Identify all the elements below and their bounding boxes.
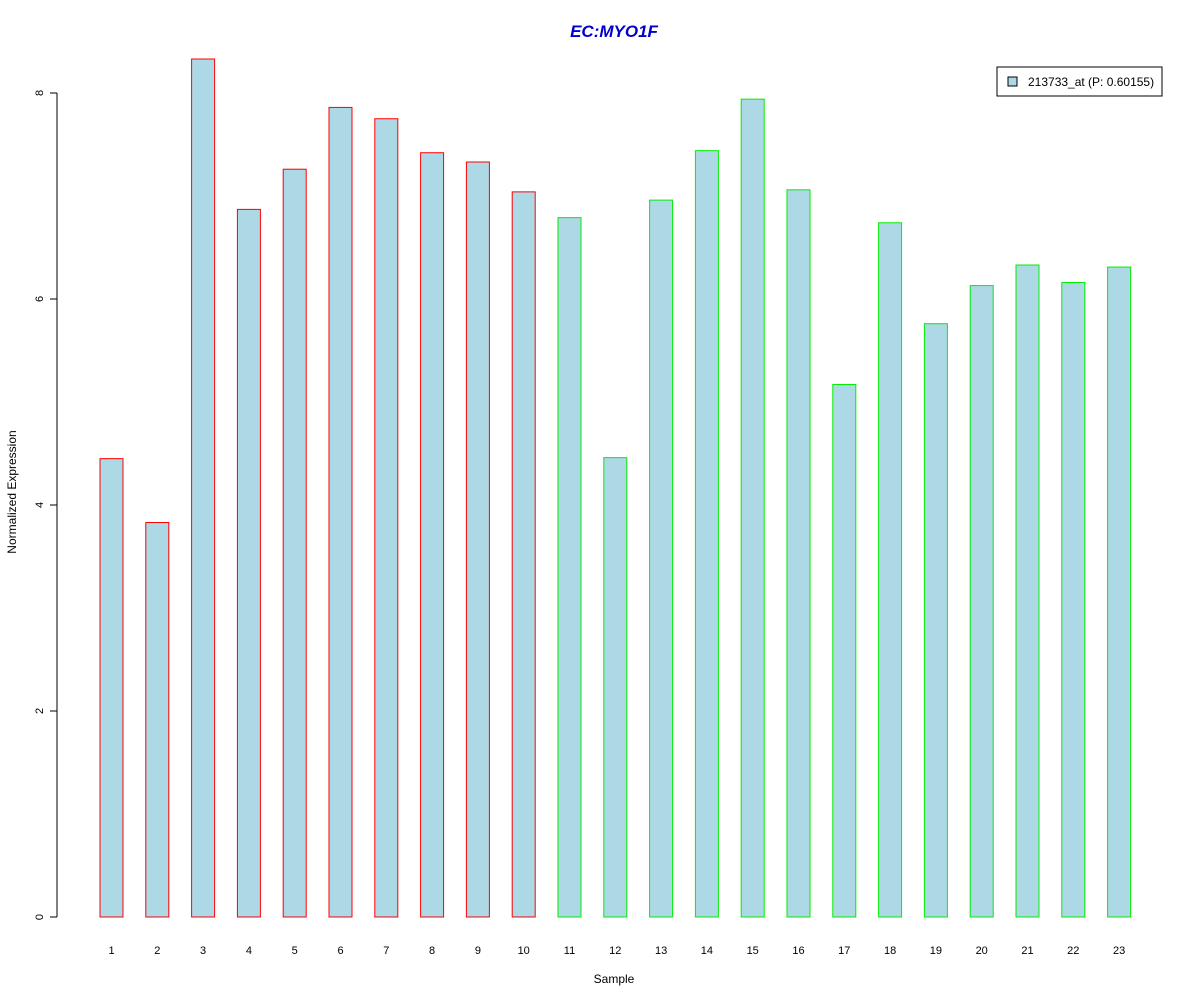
x-tick-label: 14 [701,945,713,957]
x-tick-label: 21 [1021,945,1033,957]
bar-sample-15 [740,98,765,918]
y-axis-label: Normalized Expression [5,430,19,553]
bar-sample-14 [694,150,719,918]
bar-sample-9 [465,161,490,918]
y-tick-label: 4 [34,502,46,508]
x-tick-label: 20 [976,945,988,957]
bar-sample-17 [832,383,857,918]
x-tick-label: 1 [108,945,114,957]
legend-box [996,66,1163,97]
x-tick-label: 11 [564,945,575,957]
chart-title: EC:MYO1F [570,22,658,41]
y-axis: 0 2 4 6 8 [34,90,58,920]
x-tick-label: 17 [838,945,850,957]
bar-sample-16 [786,189,811,918]
bar-sample-11 [557,217,582,918]
x-tick-label: 22 [1067,945,1079,957]
y-tick-label: 6 [34,296,46,302]
y-tick-label: 0 [34,914,46,920]
bar-sample-20 [969,285,994,918]
x-tick-label: 5 [292,945,298,957]
x-tick-label: 15 [747,945,759,957]
x-tick-label: 23 [1113,945,1125,957]
bar-sample-22 [1061,282,1086,918]
bar-sample-12 [603,457,628,918]
x-tick-labels: 1 2 3 4 5 6 7 8 9 10 11 12 13 14 15 16 17 18 19 20 21 22 23 [108,945,1125,957]
x-tick-label: 9 [475,945,481,957]
bar-sample-23 [1107,266,1132,918]
legend-swatch [1007,76,1018,87]
x-tick-label: 13 [655,945,667,957]
bar-sample-5 [282,168,307,918]
x-tick-label: 2 [154,945,160,957]
x-tick-label: 19 [930,945,942,957]
x-tick-label: 12 [609,945,621,957]
legend-label: 213733_at (P: 0.60155) [1028,75,1154,89]
x-axis-label: Sample [594,972,635,986]
x-tick-label: 18 [884,945,896,957]
bar-sample-18 [878,222,903,918]
bar-sample-3 [191,58,216,918]
bar-sample-7 [374,118,399,918]
bar-sample-2 [145,522,170,918]
x-tick-label: 4 [246,945,252,957]
legend: 213733_at (P: 0.60155) [996,66,1163,97]
y-tick-label: 2 [34,708,46,714]
x-tick-label: 10 [518,945,530,957]
bar-sample-4 [236,208,261,918]
x-tick-label: 6 [337,945,343,957]
bar-sample-1 [99,458,124,918]
x-tick-label: 3 [200,945,206,957]
bars [99,58,1132,918]
bar-sample-8 [420,152,445,918]
x-tick-label: 16 [792,945,804,957]
x-tick-label: 8 [429,945,435,957]
bar-sample-10 [511,191,536,918]
bar-sample-19 [923,323,948,918]
bar-sample-6 [328,106,353,918]
bar-sample-21 [1015,264,1040,918]
x-tick-label: 7 [383,945,389,957]
y-tick-label: 8 [34,90,46,96]
bar-sample-13 [649,199,674,918]
